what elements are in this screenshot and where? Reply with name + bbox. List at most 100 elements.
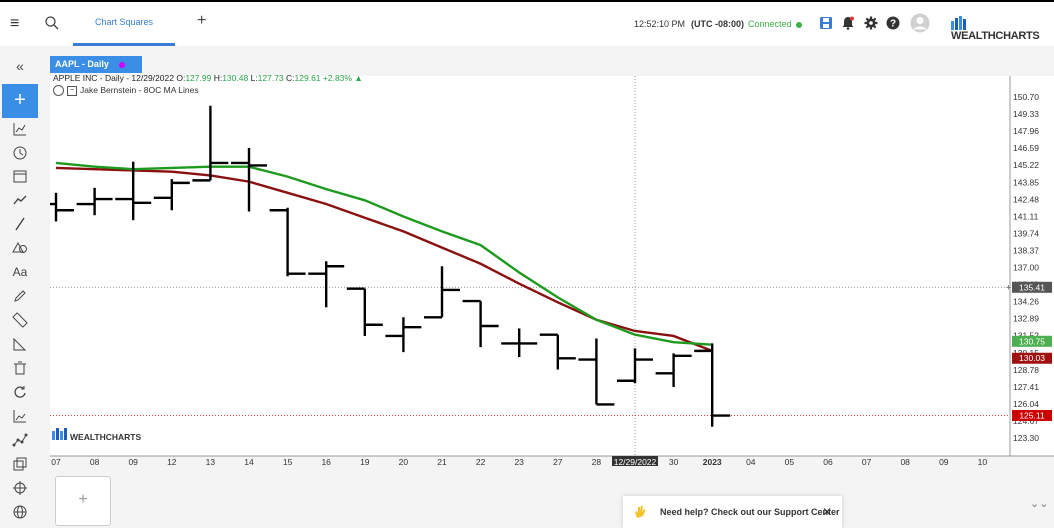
y-tick-label: 141.11 [1013, 211, 1039, 221]
y-tick-label: 146.59 [1013, 143, 1039, 153]
x-tick-label: 04 [746, 457, 756, 467]
price-label-badge [1012, 352, 1052, 364]
wave-hand-icon [635, 506, 646, 518]
x-tick-label: 27 [553, 457, 563, 467]
indicator-icon[interactable] [12, 408, 28, 424]
globe-icon[interactable] [12, 504, 28, 520]
support-toast: Need help? Check out our Support Center … [623, 496, 842, 528]
bottom-panel [40, 466, 1054, 528]
brand-logo: WEALTHCHARTS [951, 16, 1054, 42]
triangle-icon[interactable] [12, 336, 28, 352]
x-tick-label: 09 [128, 457, 138, 467]
close-icon[interactable]: ✕ [821, 505, 832, 519]
settings-icon[interactable] [864, 16, 878, 30]
hamburger-menu-icon[interactable]: ≡ [10, 15, 20, 32]
y-tick-label: 145.22 [1013, 160, 1039, 170]
x-tick-label: 13 [206, 457, 216, 467]
y-tick-label: 126.04 [1013, 399, 1039, 409]
price-label-value: 125.11 [1019, 410, 1045, 420]
support-text[interactable]: Need help? Check out our Support Center [660, 507, 840, 517]
x-tick-label: 20 [399, 457, 409, 467]
x-tick-label: 21 [437, 457, 447, 467]
add-panel-button[interactable]: + [55, 476, 111, 526]
study-legend: − Jake Bernstein - 8OC MA Lines [53, 85, 199, 97]
x-tick-label: 10 [978, 457, 988, 467]
crosshair-plus-icon: + [1006, 282, 1011, 292]
x-tick-label: 12 [167, 457, 177, 467]
add-tab-button[interactable]: + [197, 12, 207, 29]
x-tick-label: 30 [669, 457, 679, 467]
x-tick-label: 08 [90, 457, 100, 467]
x-tick-label: 14 [244, 457, 254, 467]
double-chevron-down-icon[interactable]: ⌄⌄ [1030, 498, 1049, 510]
layers-icon[interactable] [12, 456, 28, 472]
line-tool-icon[interactable] [12, 216, 28, 232]
study-name: Jake Bernstein - 8OC MA Lines [80, 85, 199, 95]
watermark-bar [56, 428, 59, 440]
high-value: 130.48 [222, 73, 249, 83]
y-tick-label: 131.52 [1013, 331, 1039, 341]
price-axis [1010, 76, 1054, 456]
y-tick-label: 147.96 [1013, 126, 1039, 136]
x-tick-label: 08 [900, 457, 910, 467]
add-icon[interactable]: + [2, 84, 38, 118]
connected-dot-icon [795, 21, 802, 28]
crosshair-date-label: 12/29/2022 [614, 457, 657, 467]
symbol-tab[interactable]: AAPL - Daily [50, 56, 142, 73]
watermark-bar [52, 431, 55, 440]
y-tick-label: 128.78 [1013, 365, 1039, 375]
price-label-value: 135.41 [1019, 282, 1045, 292]
y-tick-label: 142.48 [1013, 194, 1039, 204]
y-tick-label: 150.70 [1013, 92, 1039, 102]
trend-icon[interactable] [12, 192, 28, 208]
y-tick-label: 149.33 [1013, 109, 1039, 119]
watermark-text: WEALTHCHARTS [70, 432, 141, 442]
price-label-badge [1012, 335, 1052, 347]
price-label-value: 130.03 [1019, 353, 1045, 363]
pencil-icon[interactable] [12, 288, 28, 304]
timezone-label: (UTC -08:00) [691, 19, 745, 29]
tab-chart-squares[interactable]: Chart Squares [73, 2, 175, 46]
text-tool-icon[interactable]: Aa [12, 265, 28, 279]
y-tick-label: 127.41 [1013, 382, 1039, 392]
y-tick-label: 123.30 [1013, 433, 1039, 443]
plot-area [50, 76, 1010, 456]
y-tick-label: 134.26 [1013, 297, 1039, 307]
calendar-icon[interactable] [12, 168, 28, 184]
brand-name: WEALTHCHARTS [951, 30, 1040, 42]
help-icon[interactable]: ? [886, 16, 900, 30]
node-icon[interactable] [12, 432, 28, 448]
search-icon[interactable] [44, 15, 60, 31]
trash-icon[interactable] [12, 360, 28, 376]
watermark-bar [60, 431, 63, 440]
crosshair-date-badge [612, 456, 658, 467]
wealthcharts-logo-icon [951, 16, 966, 30]
low-label: L: [250, 73, 258, 83]
crosshair-icon[interactable] [12, 480, 28, 496]
high-label: H: [213, 73, 223, 83]
ohlc-prefix: APPLE INC - Daily - 12/29/2022 [53, 73, 174, 83]
connection-status: Connected [748, 19, 802, 29]
collapse-icon[interactable]: « [16, 58, 24, 74]
chart-type-icon[interactable] [12, 121, 28, 137]
user-avatar-icon[interactable] [910, 13, 930, 33]
ruler-icon[interactable] [12, 312, 28, 328]
clock-icon[interactable] [12, 145, 28, 161]
y-tick-label: 132.89 [1013, 314, 1039, 324]
refresh-icon[interactable] [12, 384, 28, 400]
price-label-value: 130.75 [1019, 336, 1045, 346]
connection-label: Connected [748, 19, 792, 29]
low-value: 127.73 [257, 73, 284, 83]
save-icon[interactable] [819, 16, 833, 30]
y-tick-label: 137.00 [1013, 263, 1039, 273]
alert-bell-icon[interactable] [841, 16, 855, 30]
study-collapse-icon[interactable]: − [67, 85, 77, 96]
x-tick-label: 15 [283, 457, 293, 467]
study-settings-icon[interactable] [53, 85, 64, 97]
x-tick-label: 07 [51, 457, 61, 467]
price-chart[interactable]: 150.70 149.33 147.96 146.59 145.22 143.85 142.… [50, 56, 1054, 468]
price-label-badge [1012, 281, 1052, 293]
ma-line-green [55, 161, 713, 346]
drawing-toolbar: « + Aa [0, 46, 40, 528]
shapes-icon[interactable] [12, 240, 28, 256]
